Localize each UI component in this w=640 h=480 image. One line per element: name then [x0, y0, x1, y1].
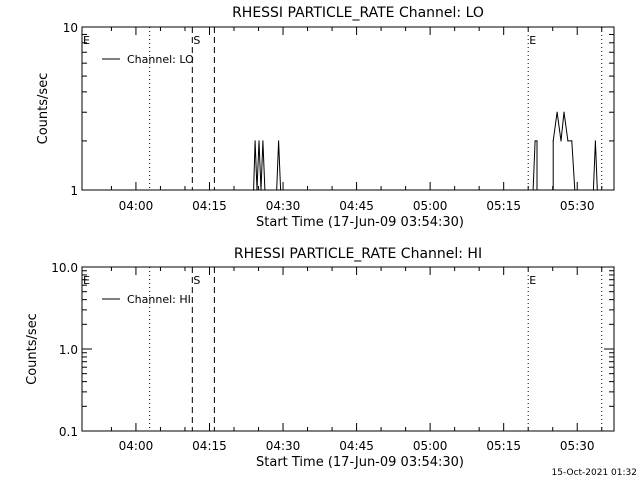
- y-tick-label: 10: [63, 21, 78, 35]
- x-axis-label: Start Time (17-Jun-09 03:54:30): [256, 455, 464, 470]
- marker-label-s: S: [193, 34, 200, 47]
- series-line-1: [253, 112, 598, 191]
- plot-frame: [81, 266, 615, 432]
- chart-title: RHESSI PARTICLE_RATE Channel: LO: [232, 5, 484, 21]
- legend-label: Channel: LO: [127, 53, 194, 66]
- x-tick-label: 05:15: [486, 439, 521, 453]
- data-point: [552, 140, 554, 142]
- y-axis-label: Counts/sec: [36, 73, 51, 145]
- chart-panel-1: RHESSI PARTICLE_RATE Channel: LO Start Ti…: [36, 5, 615, 230]
- y-tick-label: 1.0: [59, 343, 78, 357]
- plot-frame: [81, 26, 615, 191]
- edge-marker-label: E: [83, 34, 90, 47]
- data-point: [571, 140, 573, 142]
- legend-label: Channel: HI: [127, 293, 191, 306]
- x-tick-label: 05:00: [413, 199, 448, 213]
- data-point: [594, 140, 596, 142]
- x-tick-label: 05:15: [486, 199, 521, 213]
- x-tick-label: 05:00: [413, 439, 448, 453]
- data-point: [260, 189, 262, 191]
- data-point: [536, 140, 538, 142]
- footer-timestamp: 15-Oct-2021 01:32: [552, 468, 637, 478]
- data-point: [592, 189, 595, 191]
- data-point: [279, 189, 282, 191]
- data-point: [560, 140, 562, 142]
- chart-title: RHESSI PARTICLE_RATE Channel: HI: [234, 246, 482, 262]
- x-tick-label: 04:45: [339, 199, 374, 213]
- data-point: [256, 189, 258, 191]
- x-tick-label: 04:15: [192, 439, 227, 453]
- data-point: [253, 189, 255, 191]
- data-point: [596, 189, 598, 191]
- y-axis-label: Counts/sec: [25, 313, 40, 385]
- data-point: [556, 111, 558, 113]
- data-point: [278, 140, 280, 142]
- marker-label-s: S: [193, 274, 200, 287]
- x-tick-label: 04:15: [192, 199, 227, 213]
- y-tick-label: 1: [70, 184, 78, 198]
- data-point: [258, 140, 260, 142]
- y-tick-label: 0.1: [59, 425, 78, 439]
- data-point: [574, 189, 576, 191]
- x-tick-label: 04:30: [266, 199, 301, 213]
- edge-marker-label: E: [83, 274, 90, 287]
- x-tick-label: 04:30: [266, 439, 301, 453]
- data-point: [254, 140, 256, 142]
- data-point: [262, 140, 264, 142]
- marker-label-e: E: [529, 274, 536, 287]
- marker-label-e: E: [529, 34, 536, 47]
- x-tick-label: 04:00: [119, 439, 154, 453]
- data-point: [534, 140, 536, 142]
- data-point: [532, 189, 534, 191]
- data-point: [276, 189, 278, 191]
- x-axis-label: Start Time (17-Jun-09 03:54:30): [256, 215, 464, 230]
- data-point: [264, 189, 266, 191]
- data-point: [563, 111, 565, 113]
- y-tick-label: 10.0: [51, 261, 78, 275]
- x-tick-label: 05:30: [560, 199, 595, 213]
- x-tick-label: 04:00: [119, 199, 154, 213]
- chart-panel-2: RHESSI PARTICLE_RATE Channel: HI Start Ti…: [25, 246, 615, 470]
- data-point: [567, 140, 569, 142]
- x-tick-label: 04:45: [339, 439, 374, 453]
- x-tick-label: 05:30: [560, 439, 595, 453]
